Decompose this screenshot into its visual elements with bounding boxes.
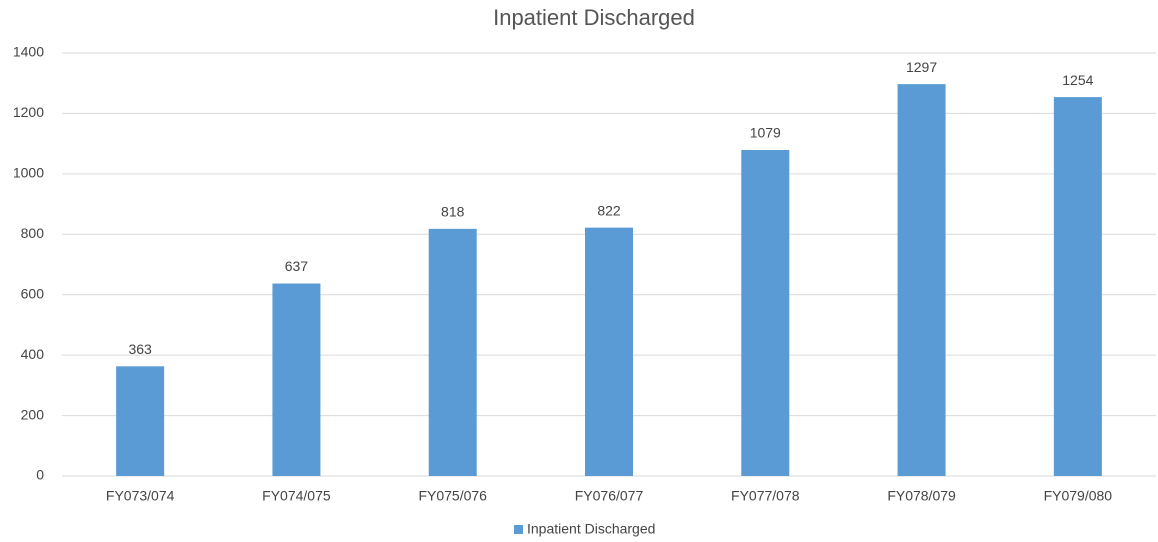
- x-tick-label: FY075/076: [418, 488, 487, 504]
- data-label: 1297: [906, 59, 937, 75]
- data-label: 1079: [750, 125, 781, 141]
- data-label: 818: [441, 204, 465, 220]
- x-tick-label: FY078/079: [887, 488, 956, 504]
- x-tick-label: FY074/075: [262, 488, 331, 504]
- y-tick-label: 0: [36, 467, 44, 483]
- x-tick-label: FY073/074: [106, 488, 175, 504]
- data-label: 822: [597, 202, 621, 218]
- data-label: 637: [285, 258, 309, 274]
- bar: [897, 84, 946, 476]
- y-tick-label: 800: [21, 225, 45, 241]
- legend-swatch: [514, 525, 523, 534]
- y-tick-label: 400: [21, 346, 45, 362]
- data-label: 1254: [1062, 72, 1093, 88]
- y-tick-label: 200: [21, 406, 45, 422]
- y-tick-label: 600: [21, 285, 45, 301]
- legend-label: Inpatient Discharged: [527, 521, 655, 537]
- x-tick-label: FY079/080: [1044, 488, 1113, 504]
- bar: [428, 228, 477, 476]
- data-label: 363: [128, 341, 152, 357]
- bar: [585, 227, 633, 476]
- y-tick-label: 1200: [13, 104, 44, 120]
- chart-title: Inpatient Discharged: [493, 5, 695, 30]
- bar: [741, 149, 790, 476]
- bar: [1053, 97, 1102, 476]
- x-tick-label: FY077/078: [731, 488, 800, 504]
- y-tick-label: 1000: [13, 165, 44, 181]
- bar: [116, 366, 165, 476]
- y-tick-label: 1400: [13, 44, 44, 60]
- x-tick-label: FY076/077: [575, 488, 644, 504]
- bar: [272, 283, 321, 476]
